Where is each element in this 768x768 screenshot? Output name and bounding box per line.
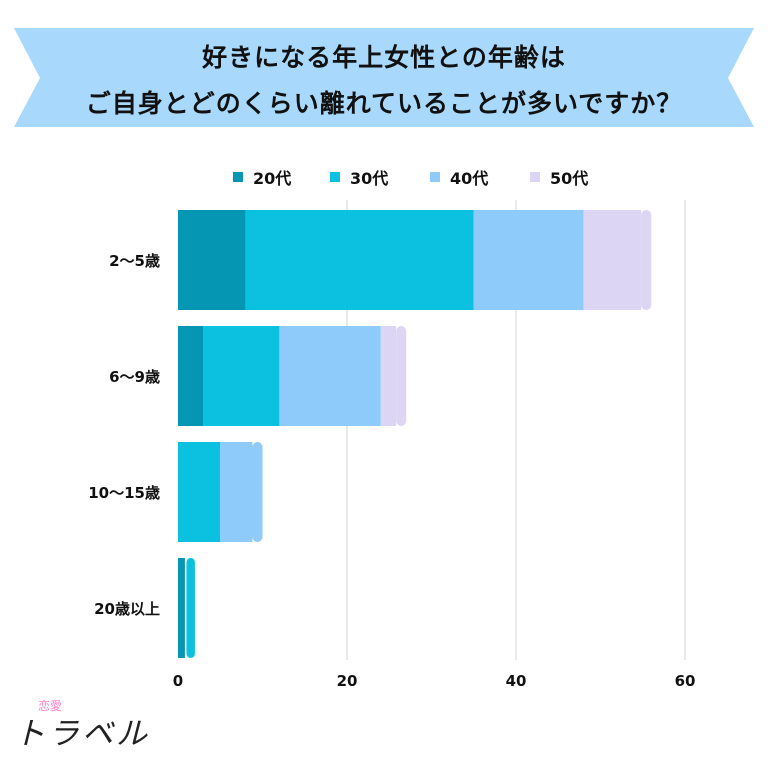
bar-end-cap: [396, 326, 407, 426]
bar-segment: [583, 210, 652, 310]
logo-ruby-text: 恋愛: [38, 699, 63, 713]
bar-segment: [245, 210, 474, 310]
bar-segment: [178, 558, 187, 658]
chart-title-line-1: 好きになる年上女性との年齢は: [202, 43, 566, 72]
category-label: 20歳以上: [94, 600, 160, 618]
legend-swatch: [330, 172, 340, 182]
x-tick-label: 20: [337, 672, 358, 690]
legend-swatch: [233, 172, 243, 182]
x-tick-label: 40: [506, 672, 527, 690]
category-label: 6〜9歳: [109, 368, 160, 386]
banner-shape: [14, 28, 754, 127]
title-banner: [14, 28, 754, 127]
bar-end-cap: [641, 210, 652, 310]
bar-segment: [178, 210, 246, 310]
legend-label: 30代: [350, 169, 388, 188]
x-tick-label: 0: [173, 672, 183, 690]
legend-swatch: [530, 172, 540, 182]
bar-segment: [473, 210, 584, 310]
bar-segment: [178, 326, 204, 426]
category-label: 10〜15歳: [88, 484, 160, 502]
legend-label: 40代: [450, 169, 488, 188]
legend-label: 50代: [550, 169, 588, 188]
logo-text: トラベル: [14, 716, 150, 752]
bar-segment: [203, 326, 280, 426]
bar-end-cap: [252, 442, 263, 542]
bar-end-cap: [186, 558, 195, 658]
bar-segment: [279, 326, 381, 426]
legend-label: 20代: [253, 169, 291, 188]
x-tick-label: 60: [675, 672, 696, 690]
legend-swatch: [430, 172, 440, 182]
bar-segment: [178, 442, 221, 542]
chart-title-line-2: ご自身とどのくらい離れていることが多いですか？: [85, 89, 683, 118]
category-label: 2〜5歳: [109, 252, 160, 270]
